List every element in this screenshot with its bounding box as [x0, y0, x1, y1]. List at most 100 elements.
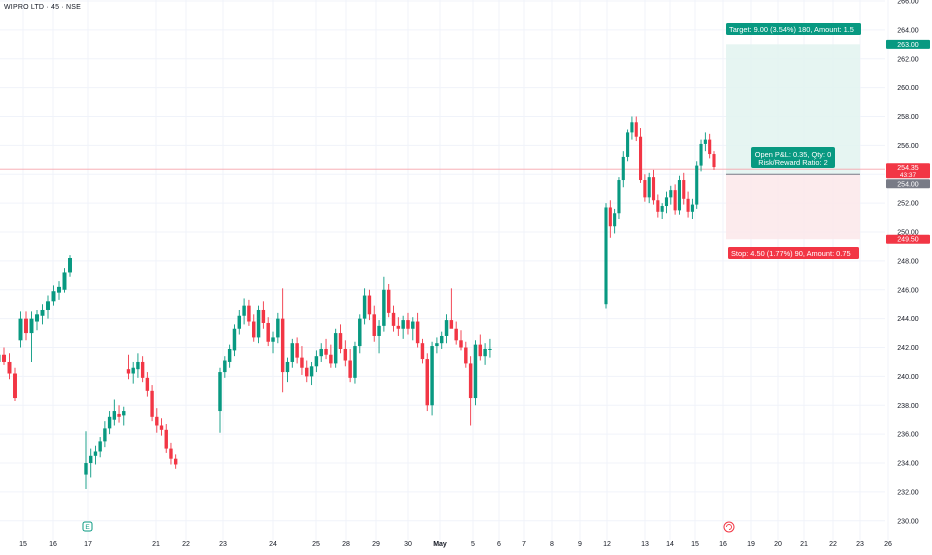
candle-down[interactable] [454, 329, 457, 341]
candle-up[interactable] [19, 319, 23, 341]
candle-up[interactable] [315, 356, 318, 366]
candle-down[interactable] [712, 154, 715, 167]
candle-down[interactable] [373, 314, 376, 336]
candle-down[interactable] [344, 349, 347, 361]
candle-down[interactable] [174, 459, 177, 465]
candle-up[interactable] [411, 322, 414, 329]
candle-up[interactable] [238, 316, 241, 329]
candle-up[interactable] [665, 197, 668, 206]
candle-up[interactable] [319, 349, 322, 356]
candle-down[interactable] [392, 313, 395, 326]
stop-zone[interactable] [726, 174, 860, 239]
candle-up[interactable] [52, 291, 56, 301]
candle-down[interactable] [339, 333, 342, 349]
candle-up[interactable] [136, 362, 139, 369]
candle-up[interactable] [310, 366, 313, 376]
candle-up[interactable] [242, 306, 245, 316]
candle-up[interactable] [108, 417, 111, 429]
candle-up[interactable] [94, 451, 97, 455]
candle-down[interactable] [464, 348, 467, 364]
candle-down[interactable] [262, 310, 265, 323]
candle-up[interactable] [35, 314, 39, 321]
candle-down[interactable] [8, 362, 12, 374]
candle-down[interactable] [169, 449, 172, 459]
candle-down[interactable] [656, 200, 659, 212]
candle-up[interactable] [661, 206, 664, 212]
candle-up[interactable] [488, 349, 491, 350]
candle-down[interactable] [324, 349, 327, 355]
candle-down[interactable] [387, 290, 390, 313]
candle-down[interactable] [13, 374, 17, 399]
candle-down[interactable] [141, 362, 144, 378]
candle-up[interactable] [445, 320, 448, 336]
candle-down[interactable] [127, 369, 130, 373]
candle-up[interactable] [699, 144, 702, 166]
candle-up[interactable] [617, 180, 620, 213]
candle-down[interactable] [146, 378, 149, 391]
candle-down[interactable] [155, 417, 158, 426]
candle-up[interactable] [704, 140, 707, 144]
candle-up[interactable] [483, 349, 486, 356]
candle-up[interactable] [57, 287, 61, 293]
candle-up[interactable] [613, 213, 616, 226]
candle-down[interactable] [24, 319, 28, 333]
candle-up[interactable] [691, 205, 694, 212]
candle-up[interactable] [604, 207, 607, 304]
candle-down[interactable] [160, 425, 163, 429]
candle-down[interactable] [281, 319, 284, 372]
candle-down[interactable] [635, 122, 638, 136]
candle-up[interactable] [353, 346, 356, 378]
candle-down[interactable] [295, 343, 298, 357]
candle-down[interactable] [479, 345, 482, 357]
candle-down[interactable] [459, 340, 462, 347]
candle-up[interactable] [622, 157, 625, 180]
candle-down[interactable] [687, 199, 690, 212]
candle-down[interactable] [682, 180, 685, 199]
candle-up[interactable] [363, 296, 366, 319]
candle-up[interactable] [98, 441, 101, 451]
candle-up[interactable] [382, 290, 385, 326]
candle-down[interactable] [609, 207, 612, 226]
candle-up[interactable] [630, 122, 633, 132]
candle-down[interactable] [247, 306, 250, 322]
candle-up[interactable] [46, 301, 50, 310]
candle-down[interactable] [421, 343, 424, 359]
candle-down[interactable] [300, 358, 303, 368]
candle-down[interactable] [348, 361, 351, 378]
candle-up[interactable] [435, 343, 438, 346]
candle-down[interactable] [305, 368, 308, 377]
candle-up[interactable] [430, 346, 433, 405]
candle-down[interactable] [416, 322, 419, 344]
candle-up[interactable] [669, 190, 672, 197]
candle-up[interactable] [218, 372, 221, 411]
candle-down[interactable] [708, 140, 711, 154]
candle-up[interactable] [474, 345, 477, 398]
candle-down[interactable] [2, 355, 6, 362]
candle-up[interactable] [228, 349, 231, 362]
candle-up[interactable] [286, 362, 289, 372]
candle-up[interactable] [377, 326, 380, 336]
candle-up[interactable] [401, 320, 404, 329]
candle-down[interactable] [165, 430, 168, 449]
candle-down[interactable] [117, 414, 120, 417]
candle-up[interactable] [68, 258, 72, 272]
refresh-icon[interactable] [724, 522, 734, 532]
candle-up[interactable] [257, 310, 260, 337]
candle-down[interactable] [469, 363, 472, 398]
candle-down[interactable] [406, 320, 409, 329]
candle-down[interactable] [266, 323, 269, 342]
candle-down[interactable] [674, 190, 677, 210]
candle-up[interactable] [626, 132, 629, 157]
candle-down[interactable] [450, 320, 453, 329]
candle-down[interactable] [150, 391, 153, 417]
candle-down[interactable] [639, 137, 642, 180]
candle-up[interactable] [271, 337, 274, 341]
candle-up[interactable] [276, 319, 279, 338]
candle-up[interactable] [103, 428, 106, 441]
candle-up[interactable] [440, 336, 443, 343]
candle-down[interactable] [426, 359, 429, 405]
candle-down[interactable] [368, 296, 371, 315]
candle-up[interactable] [678, 180, 681, 210]
